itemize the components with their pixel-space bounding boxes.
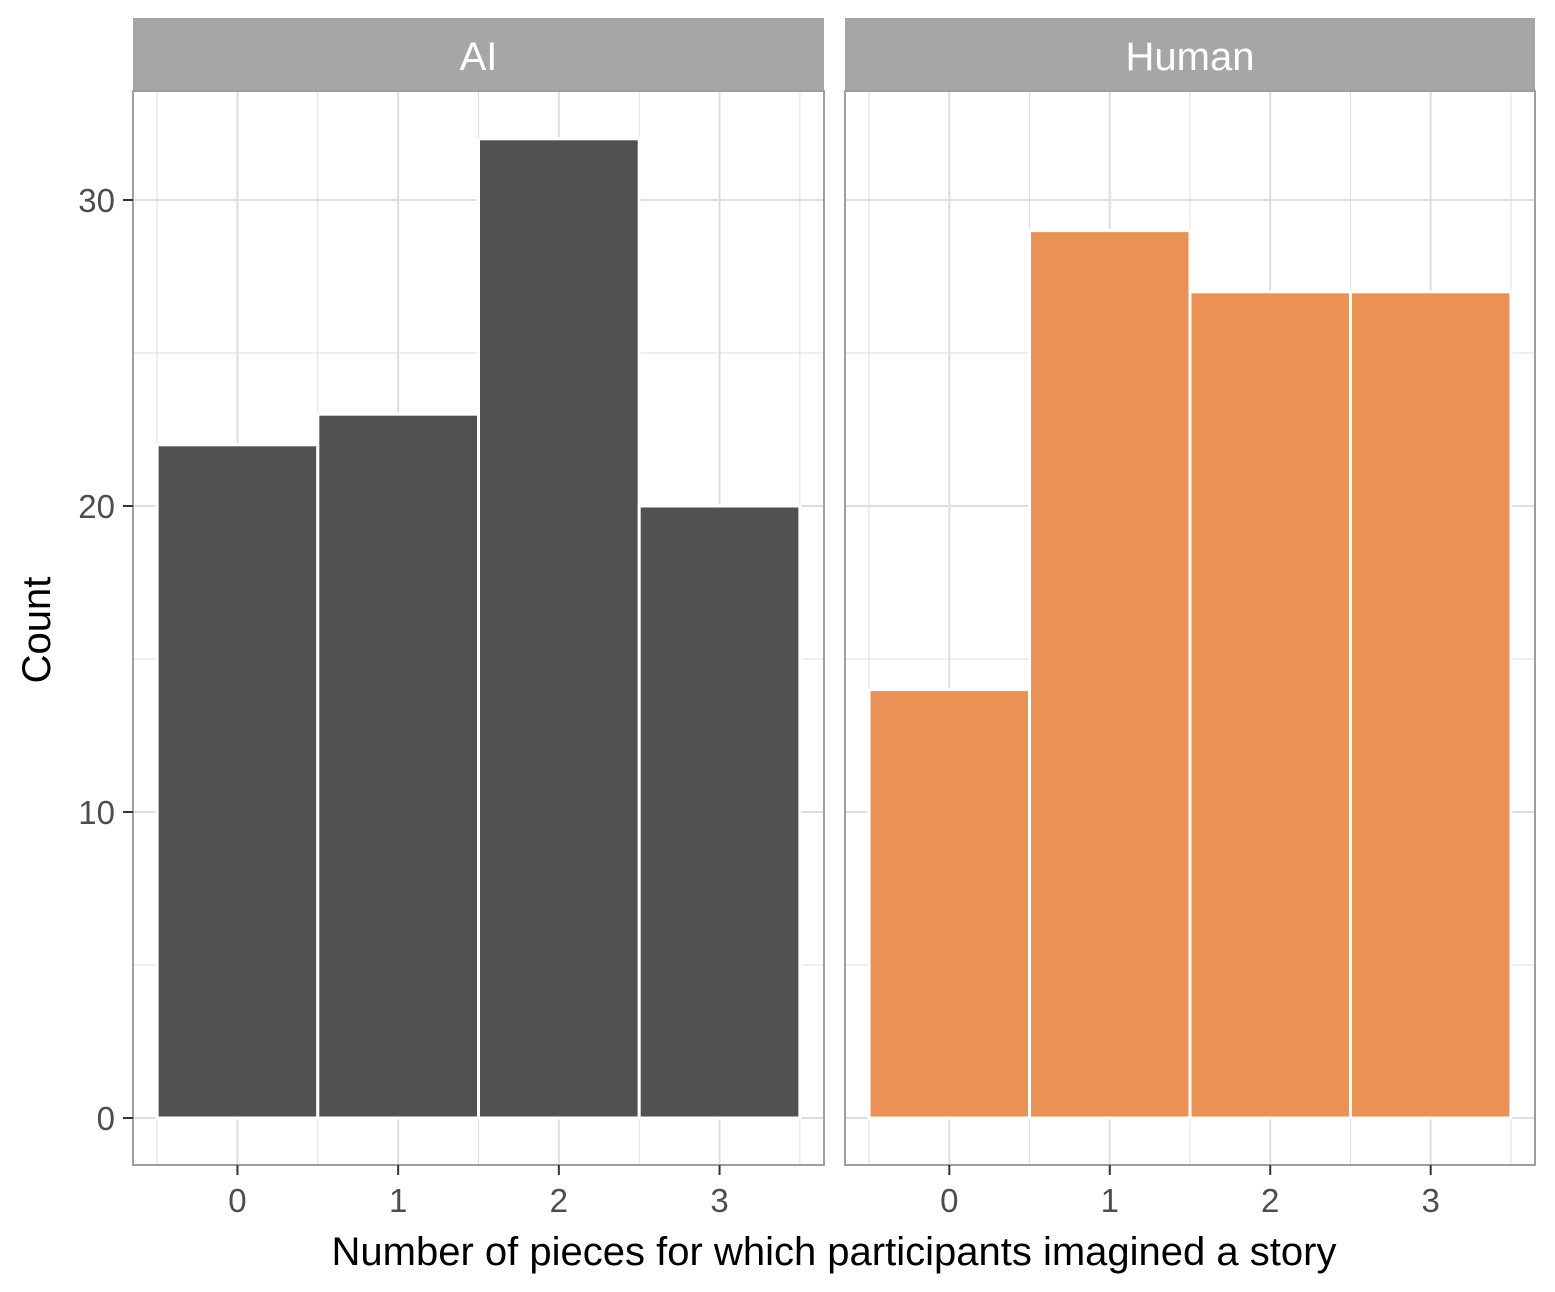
x-tick-label: 0 bbox=[940, 1182, 958, 1219]
bar-human-2 bbox=[1188, 290, 1352, 1120]
x-tick-label: 2 bbox=[1261, 1182, 1279, 1219]
facet-strip-label: Human bbox=[1126, 35, 1255, 79]
y-tick-label: 0 bbox=[97, 1100, 115, 1137]
x-tick-label: 3 bbox=[710, 1182, 728, 1219]
y-tick-label: 30 bbox=[78, 182, 115, 219]
panel-border bbox=[132, 90, 825, 1166]
y-axis: 0 10 20 30 bbox=[78, 182, 133, 1137]
bar-ai-0 bbox=[155, 443, 320, 1120]
y-tick-label: 20 bbox=[78, 488, 115, 525]
bar-human-3 bbox=[1348, 290, 1513, 1120]
x-tick-label: 1 bbox=[389, 1182, 407, 1219]
bar-ai-1 bbox=[316, 412, 481, 1120]
facets: AI 0 1 2 3 Human 0 1 2 3 bbox=[132, 18, 1536, 1219]
x-tick-label: 0 bbox=[228, 1182, 246, 1219]
x-tick-label: 1 bbox=[1101, 1182, 1119, 1219]
bar-human-0 bbox=[867, 688, 1032, 1120]
x-tick-label: 2 bbox=[550, 1182, 568, 1219]
facet-strip-label: AI bbox=[460, 35, 498, 79]
panel-border bbox=[844, 90, 1536, 1166]
facet-panel-human: Human 0 1 2 3 bbox=[844, 18, 1536, 1219]
bar-human-1 bbox=[1028, 229, 1192, 1120]
y-axis-title: Count bbox=[15, 577, 59, 684]
y-tick-label: 10 bbox=[78, 794, 115, 831]
x-axis-title: Number of pieces for which participants … bbox=[332, 1230, 1337, 1274]
bar-ai-2 bbox=[477, 137, 641, 1120]
bar-ai-3 bbox=[637, 504, 802, 1120]
x-tick-label: 3 bbox=[1422, 1182, 1440, 1219]
facet-strip bbox=[133, 18, 824, 90]
facet-panel-ai: AI 0 1 2 3 bbox=[132, 18, 825, 1219]
facet-strip bbox=[845, 18, 1535, 90]
